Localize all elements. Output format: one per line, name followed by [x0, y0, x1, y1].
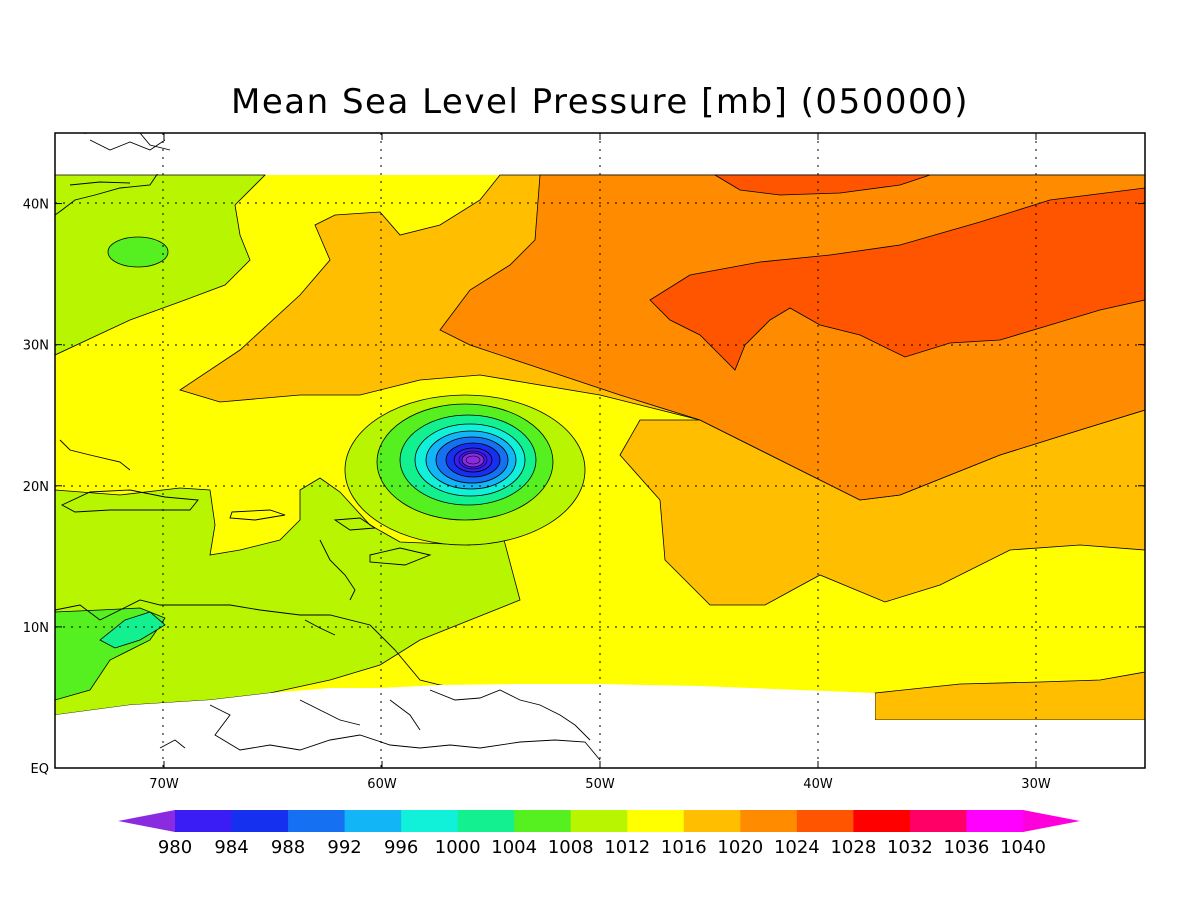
colorbar-labels: 980 984 988 992 996 1000 1004 1008 1012 1016 1020 1… [158, 837, 1046, 858]
gridlines [55, 133, 1145, 768]
colorbar-label: 988 [271, 837, 305, 858]
contour-fill-1004-caribbean [99, 611, 166, 649]
axis-ticks [55, 133, 1145, 769]
colorbar-label: 1040 [1000, 837, 1046, 858]
lat-tick-label: 30N [23, 339, 49, 354]
contour-fill-1012-northwest [55, 174, 266, 356]
lon-tick-label: 30W [1021, 777, 1051, 792]
colorbar-swatch [288, 810, 346, 832]
colorbar-label: 1004 [491, 837, 537, 858]
lat-tick-label: 40N [23, 198, 49, 213]
colorbar-swatch [627, 810, 685, 832]
lon-tick-label: 70W [149, 777, 179, 792]
colorbar-label: 1000 [435, 837, 481, 858]
colorbar-swatch [740, 810, 798, 832]
colorbar-swatch [231, 810, 289, 832]
colorbar-swatch [796, 810, 854, 832]
lon-tick-label: 50W [585, 777, 615, 792]
colorbar-label: 1024 [774, 837, 820, 858]
longitude-labels: 70W 60W 50W 40W 30W [149, 777, 1051, 792]
colorbar-swatch [514, 810, 572, 832]
lat-tick-label: 20N [23, 480, 49, 495]
colorbar-swatch [175, 810, 233, 832]
hurricane-system [344, 394, 586, 546]
colorbar [118, 810, 1080, 832]
colorbar-label: 1028 [830, 837, 876, 858]
colorbar-label: 996 [384, 837, 418, 858]
colorbar-arrow-low [118, 810, 175, 832]
colorbar-label: 1008 [548, 837, 594, 858]
contour-fill-1008-cell [107, 236, 169, 268]
colorbar-swatch [401, 810, 459, 832]
colorbar-swatch [909, 810, 967, 832]
lon-tick-label: 60W [367, 777, 397, 792]
colorbar-label: 1012 [604, 837, 650, 858]
lat-tick-label: EQ [31, 762, 49, 777]
lon-tick-label: 40W [803, 777, 833, 792]
colorbar-swatch [966, 810, 1024, 832]
colorbar-arrow-high [1023, 810, 1080, 832]
lat-tick-label: 10N [23, 621, 49, 636]
colorbar-swatch [853, 810, 911, 832]
colorbar-label: 980 [158, 837, 192, 858]
map-title: Mean Sea Level Pressure [mb] (050000) [231, 82, 969, 122]
colorbar-label: 1020 [717, 837, 763, 858]
colorbar-swatch [457, 810, 515, 832]
contour-fill-1028-north [713, 174, 931, 196]
colorbar-label: 1036 [944, 837, 990, 858]
colorbar-swatch [344, 810, 402, 832]
contour-fill-1028 [649, 187, 1145, 371]
colorbar-label: 1016 [661, 837, 707, 858]
colorbar-swatch [683, 810, 741, 832]
no-data-north [56, 134, 1144, 174]
pressure-contours [55, 133, 1145, 761]
colorbar-swatch [570, 810, 628, 832]
colorbar-label: 1032 [887, 837, 933, 858]
latitude-labels: EQ 10N 20N 30N 40N [23, 198, 49, 777]
colorbar-label: 984 [214, 837, 248, 858]
colorbar-label: 992 [327, 837, 361, 858]
contour-fill-980-storm [461, 452, 485, 468]
